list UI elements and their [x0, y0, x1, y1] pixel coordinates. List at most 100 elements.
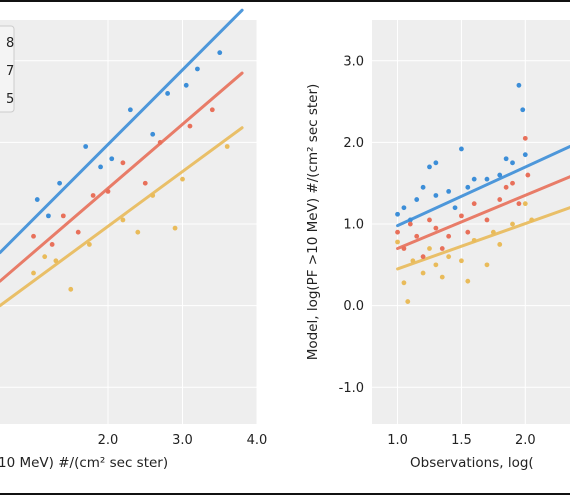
left-point-series-1 — [98, 164, 103, 170]
right-point-series-1 — [395, 211, 400, 217]
left-gridlines — [0, 20, 258, 424]
left-point-series-2 — [75, 229, 81, 235]
left-point-series-2 — [60, 213, 66, 219]
right-point-series-2 — [459, 213, 464, 219]
right-fit-line-series-1 — [396, 145, 570, 228]
left-point-series-3 — [86, 242, 92, 247]
right-point-series-1 — [484, 176, 490, 182]
right-data-points — [395, 82, 535, 304]
right-point-series-2 — [446, 233, 452, 239]
right-point-series-1 — [471, 176, 477, 182]
right-point-series-1 — [446, 188, 452, 194]
left-x-tick-labels: 2.0 3.0 4.0 — [98, 433, 268, 448]
right-point-series-3 — [420, 270, 426, 276]
left-point-series-3 — [68, 286, 74, 292]
left-point-series-1 — [150, 131, 156, 137]
left-point-series-1 — [217, 50, 223, 56]
left-point-series-3 — [120, 217, 126, 223]
left-x-tick-label: 4.0 — [247, 433, 268, 448]
legend-label-1: 8 — [6, 36, 14, 51]
left-point-series-1 — [165, 91, 171, 96]
left-point-series-3 — [180, 176, 185, 182]
left-fit-line-series-2 — [0, 71, 244, 283]
right-y-tick-label: 3.0 — [343, 54, 364, 69]
right-point-series-2 — [471, 201, 477, 207]
right-point-series-3 — [529, 217, 535, 223]
right-x-tick-label: 2.0 — [515, 433, 536, 448]
right-point-series-2 — [525, 172, 531, 178]
left-point-series-2 — [105, 188, 111, 194]
right-point-series-2 — [420, 254, 426, 260]
left-point-series-2 — [187, 123, 193, 129]
right-y-tick-label: 1.0 — [343, 218, 364, 233]
left-point-series-2 — [120, 160, 126, 166]
right-point-series-1 — [516, 82, 522, 88]
right-fit-line-series-3 — [396, 206, 570, 271]
left-point-series-1 — [109, 156, 115, 162]
left-point-series-2 — [209, 107, 215, 113]
right-x-tick-labels: 1.0 1.5 2.0 — [387, 433, 535, 448]
right-point-series-3 — [410, 258, 416, 264]
right-point-series-1 — [427, 164, 432, 170]
right-y-tick-label: -1.0 — [339, 381, 364, 396]
right-point-series-1 — [407, 217, 413, 223]
right-point-series-1 — [420, 184, 426, 190]
right-point-series-3 — [439, 274, 445, 280]
right-point-series-2 — [503, 184, 509, 190]
right-point-series-3 — [446, 254, 452, 260]
left-point-series-3 — [42, 254, 48, 260]
right-x-tick-label: 1.0 — [387, 433, 408, 448]
right-point-series-1 — [414, 197, 420, 202]
right-point-series-2 — [516, 201, 522, 207]
legend: 8 7 5 — [0, 25, 15, 113]
legend-label-2: 7 — [6, 64, 14, 79]
right-point-series-1 — [401, 205, 407, 211]
right-point-series-1 — [465, 184, 471, 190]
right-point-series-1 — [520, 107, 526, 113]
right-point-series-2 — [522, 135, 528, 141]
right-x-axis-label: Observations, log( — [410, 455, 534, 471]
left-point-series-1 — [57, 180, 62, 186]
right-point-series-2 — [484, 217, 490, 223]
left-point-series-2 — [31, 233, 36, 239]
right-point-series-1 — [433, 160, 439, 166]
right-y-tick-label: 0.0 — [343, 299, 364, 314]
left-point-series-3 — [172, 225, 178, 231]
right-point-series-3 — [427, 246, 432, 251]
left-x-tick-label: 2.0 — [98, 433, 119, 448]
right-point-series-3 — [497, 242, 503, 247]
legend-box — [0, 25, 15, 113]
left-point-series-1 — [183, 82, 189, 88]
right-point-series-3 — [471, 237, 477, 243]
right-point-series-2 — [401, 246, 407, 251]
right-point-series-1 — [459, 146, 464, 152]
right-plot-area — [372, 20, 570, 424]
right-point-series-1 — [433, 193, 439, 198]
right-x-tick-label: 1.5 — [451, 433, 472, 448]
right-point-series-1 — [497, 172, 503, 178]
right-point-series-3 — [433, 262, 439, 268]
right-point-series-2 — [433, 225, 439, 231]
right-point-series-3 — [522, 201, 528, 207]
right-point-series-3 — [465, 278, 471, 284]
right-point-series-2 — [497, 197, 503, 202]
left-point-series-2 — [90, 193, 96, 198]
left-point-series-1 — [83, 144, 89, 149]
left-fit-line-series-1 — [0, 8, 244, 255]
right-y-tick-labels: -1.0 0.0 1.0 2.0 3.0 — [339, 54, 364, 395]
left-scatter-panel: 2.0 3.0 4.0 8 7 5 10 MeV) #/(cm² sec ster) — [0, 8, 268, 471]
right-point-series-2 — [395, 229, 400, 235]
right-point-series-2 — [465, 229, 471, 235]
right-point-series-3 — [459, 258, 464, 264]
left-point-series-1 — [34, 197, 40, 202]
left-point-series-3 — [135, 229, 141, 235]
right-point-series-2 — [439, 246, 445, 251]
right-fit-lines — [396, 145, 570, 271]
right-point-series-3 — [401, 280, 407, 286]
left-point-series-3 — [224, 144, 230, 149]
left-point-series-2 — [157, 140, 163, 145]
right-point-series-3 — [405, 299, 411, 304]
right-point-series-3 — [490, 229, 496, 235]
right-scatter-panel: 1.0 1.5 2.0 -1.0 0.0 1.0 2.0 3.0 Observations,… — [305, 20, 570, 471]
right-y-tick-label: 2.0 — [343, 136, 364, 151]
